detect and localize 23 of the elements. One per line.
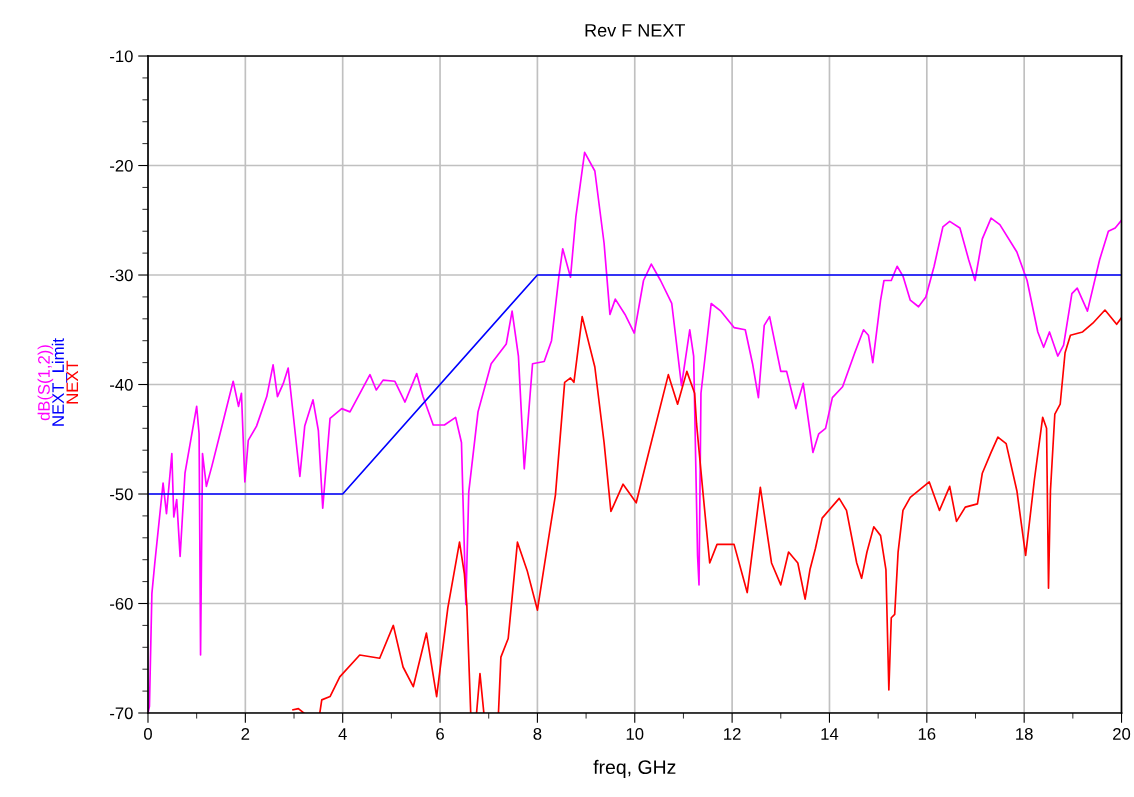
x-tick-label: 20 xyxy=(1113,728,1131,740)
y-tick-label: -70 xyxy=(110,707,133,720)
text: NEXT xyxy=(66,360,79,404)
x-tick-label: 14 xyxy=(821,728,839,740)
y-tick-label: -50 xyxy=(110,488,133,501)
x-tick-label: 4 xyxy=(338,728,347,740)
y-tick-label: -30 xyxy=(110,269,133,282)
y-tick-label: -20 xyxy=(110,159,133,172)
x-tick-label: 16 xyxy=(918,728,936,740)
x-tick-label: 10 xyxy=(626,728,644,740)
y-tick-label: -60 xyxy=(110,597,133,610)
y-tick-label: -40 xyxy=(110,378,133,391)
x-tick-label: 18 xyxy=(1016,728,1033,740)
x-axis-title: freq, GHz xyxy=(593,759,676,778)
x-tick-label: 12 xyxy=(724,728,741,740)
x-tick-label: 0 xyxy=(144,728,152,740)
x-tick-label: 6 xyxy=(436,728,444,740)
text: NEXT_Limit xyxy=(51,338,68,426)
chart-title: Rev F NEXT xyxy=(585,24,686,37)
y-tick-label: -10 xyxy=(110,50,133,63)
x-tick-label: 2 xyxy=(241,728,250,740)
text: dB(S(1,2)) xyxy=(37,345,54,421)
x-tick-label: 8 xyxy=(533,728,542,740)
